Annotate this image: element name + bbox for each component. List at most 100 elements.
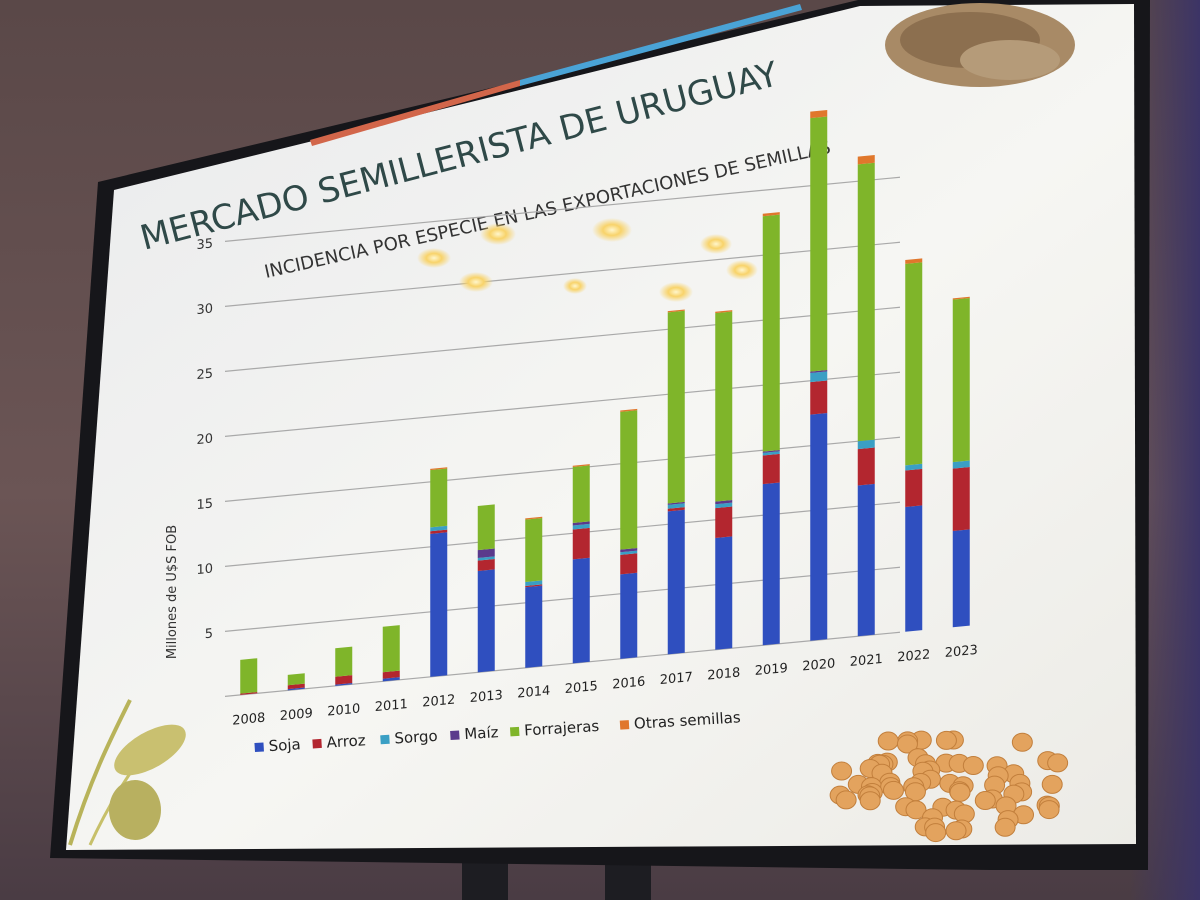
bar-segment-forrajeras-2022 (905, 262, 923, 466)
bar-segment-soja-2017 (667, 509, 685, 655)
bar-2012 (430, 467, 448, 677)
y-tick-30: 30 (196, 302, 213, 319)
gridlines (225, 176, 900, 697)
bar-segment-arroz-2009 (287, 683, 305, 690)
bar-segment-forrajeras-2018 (715, 311, 733, 502)
bar-segment-maiz-2019 (762, 449, 780, 453)
bar-segment-arroz-2010 (335, 675, 353, 685)
x-tick-labels: 2008 2009 2010 2011 2012 2013 2014 2015 2016 2017… (232, 643, 978, 729)
legend-swatch-otras-semillas (619, 720, 630, 730)
x-tick-2014: 2014 (517, 683, 550, 701)
monitor: MERCADO SEMILLERISTA DE URUGUAY INCIDENC… (50, 0, 1150, 870)
bar-segment-otras-semillas-2017 (667, 309, 685, 313)
legend-item-maiz: Maíz (450, 723, 499, 743)
gridline-35 (225, 176, 900, 242)
bar-2016 (620, 408, 638, 659)
x-tick-2020: 2020 (802, 656, 835, 674)
x-tick-2010: 2010 (327, 702, 360, 720)
bar-segment-forrajeras-2016 (620, 410, 638, 550)
bar-segment-arroz-2015 (572, 527, 590, 560)
bar-segment-otras-semillas-2018 (715, 310, 733, 314)
gridline-20 (225, 371, 900, 437)
bar-segment-forrajeras-2009 (287, 673, 305, 686)
x-tick-2013: 2013 (470, 688, 503, 706)
bar-segment-sorgo-2021 (857, 439, 875, 450)
bar-segment-soja-2019 (762, 482, 780, 646)
legend-swatch-maiz (450, 730, 460, 741)
legend-item-forrajeras: Forrajeras (509, 717, 600, 740)
bar-segment-soja-2023 (952, 529, 970, 628)
bar-segment-sorgo-2018 (715, 502, 733, 509)
x-tick-2008: 2008 (232, 711, 265, 729)
bar-segment-arroz-2022 (905, 468, 923, 507)
bar-segment-arroz-2018 (715, 506, 733, 539)
x-tick-2018: 2018 (707, 665, 740, 683)
legend-label-forrajeras: Forrajeras (524, 717, 600, 740)
bar-segment-forrajeras-2020 (810, 116, 828, 372)
bar-segment-soja-2011 (382, 677, 400, 682)
bar-2017 (667, 309, 685, 655)
bar-segment-otras-semillas-2020 (810, 110, 828, 119)
legend-swatch-sorgo (380, 734, 390, 745)
bar-segment-maiz-2017 (667, 501, 685, 505)
bar-2010 (335, 646, 353, 686)
y-tick-10: 10 (196, 562, 213, 579)
monitor-stand-left (462, 860, 508, 900)
bar-segment-otras-semillas-2021 (857, 154, 875, 165)
x-tick-2023: 2023 (945, 643, 978, 661)
x-tick-2012: 2012 (422, 693, 455, 711)
gridline-10 (225, 501, 900, 567)
bar-segment-forrajeras-2011 (382, 625, 400, 673)
bar-segment-sorgo-2017 (667, 503, 685, 509)
bar-segment-forrajeras-2023 (952, 298, 970, 463)
bar-segment-soja-2018 (715, 536, 733, 650)
bar-segment-otras-semillas-2022 (905, 258, 923, 264)
x-tick-2015: 2015 (565, 679, 598, 697)
monitor-stand-right (605, 860, 651, 900)
bar-segment-soja-2012 (430, 532, 448, 677)
bar-segment-arroz-2021 (857, 447, 875, 486)
bar-segment-soja-2016 (620, 572, 638, 659)
bar-segment-forrajeras-2014 (525, 518, 543, 583)
x-tick-2017: 2017 (660, 670, 693, 688)
bar-segment-soja-2014 (525, 585, 543, 668)
bar-segment-otras-semillas-2015 (572, 464, 590, 468)
bar-segment-arroz-2019 (762, 453, 780, 485)
legend-swatch-soja (254, 742, 264, 752)
bar-2023 (952, 296, 970, 628)
bar-segment-arroz-2008 (240, 692, 258, 695)
legend-item-arroz: Arroz (312, 731, 366, 752)
bar-segment-soja-2015 (572, 557, 590, 664)
bar-segment-maiz-2013 (477, 548, 495, 558)
y-tick-20: 20 (196, 432, 213, 449)
x-tick-2022: 2022 (897, 647, 930, 665)
bar-segment-forrajeras-2017 (667, 310, 685, 504)
rice-grains-image (885, 3, 1075, 87)
x-tick-2016: 2016 (612, 674, 645, 692)
bar-segment-forrajeras-2013 (477, 504, 495, 551)
gridline-15 (225, 436, 900, 502)
y-tick-labels: 5 10 15 20 25 30 35 (196, 237, 213, 643)
bar-segment-sorgo-2013 (477, 556, 495, 561)
gridline-30 (225, 241, 900, 307)
bar-2009 (287, 673, 305, 691)
legend-swatch-forrajeras (509, 726, 520, 737)
slide-screen: MERCADO SEMILLERISTA DE URUGUAY INCIDENC… (50, 0, 1150, 870)
bar-2022 (905, 258, 923, 632)
bar-segment-arroz-2017 (667, 507, 685, 512)
bar-segment-soja-2013 (477, 569, 495, 673)
bar-segment-arroz-2014 (525, 584, 543, 588)
gridline-5 (225, 566, 900, 632)
bar-segment-forrajeras-2008 (240, 658, 258, 694)
legend-label-maiz: Maíz (464, 723, 499, 743)
bar-2013 (477, 504, 495, 673)
light-reflections (417, 218, 758, 302)
bar-segment-arroz-2016 (620, 553, 638, 575)
bar-2015 (572, 464, 590, 664)
bar-segment-soja-2009 (287, 687, 305, 691)
bar-segment-soja-2010 (335, 682, 353, 686)
bar-segment-otras-semillas-2016 (620, 408, 638, 412)
y-tick-15: 15 (196, 497, 213, 514)
legend-label-soja: Soja (268, 735, 301, 755)
bar-segment-otras-semillas-2012 (430, 467, 448, 471)
